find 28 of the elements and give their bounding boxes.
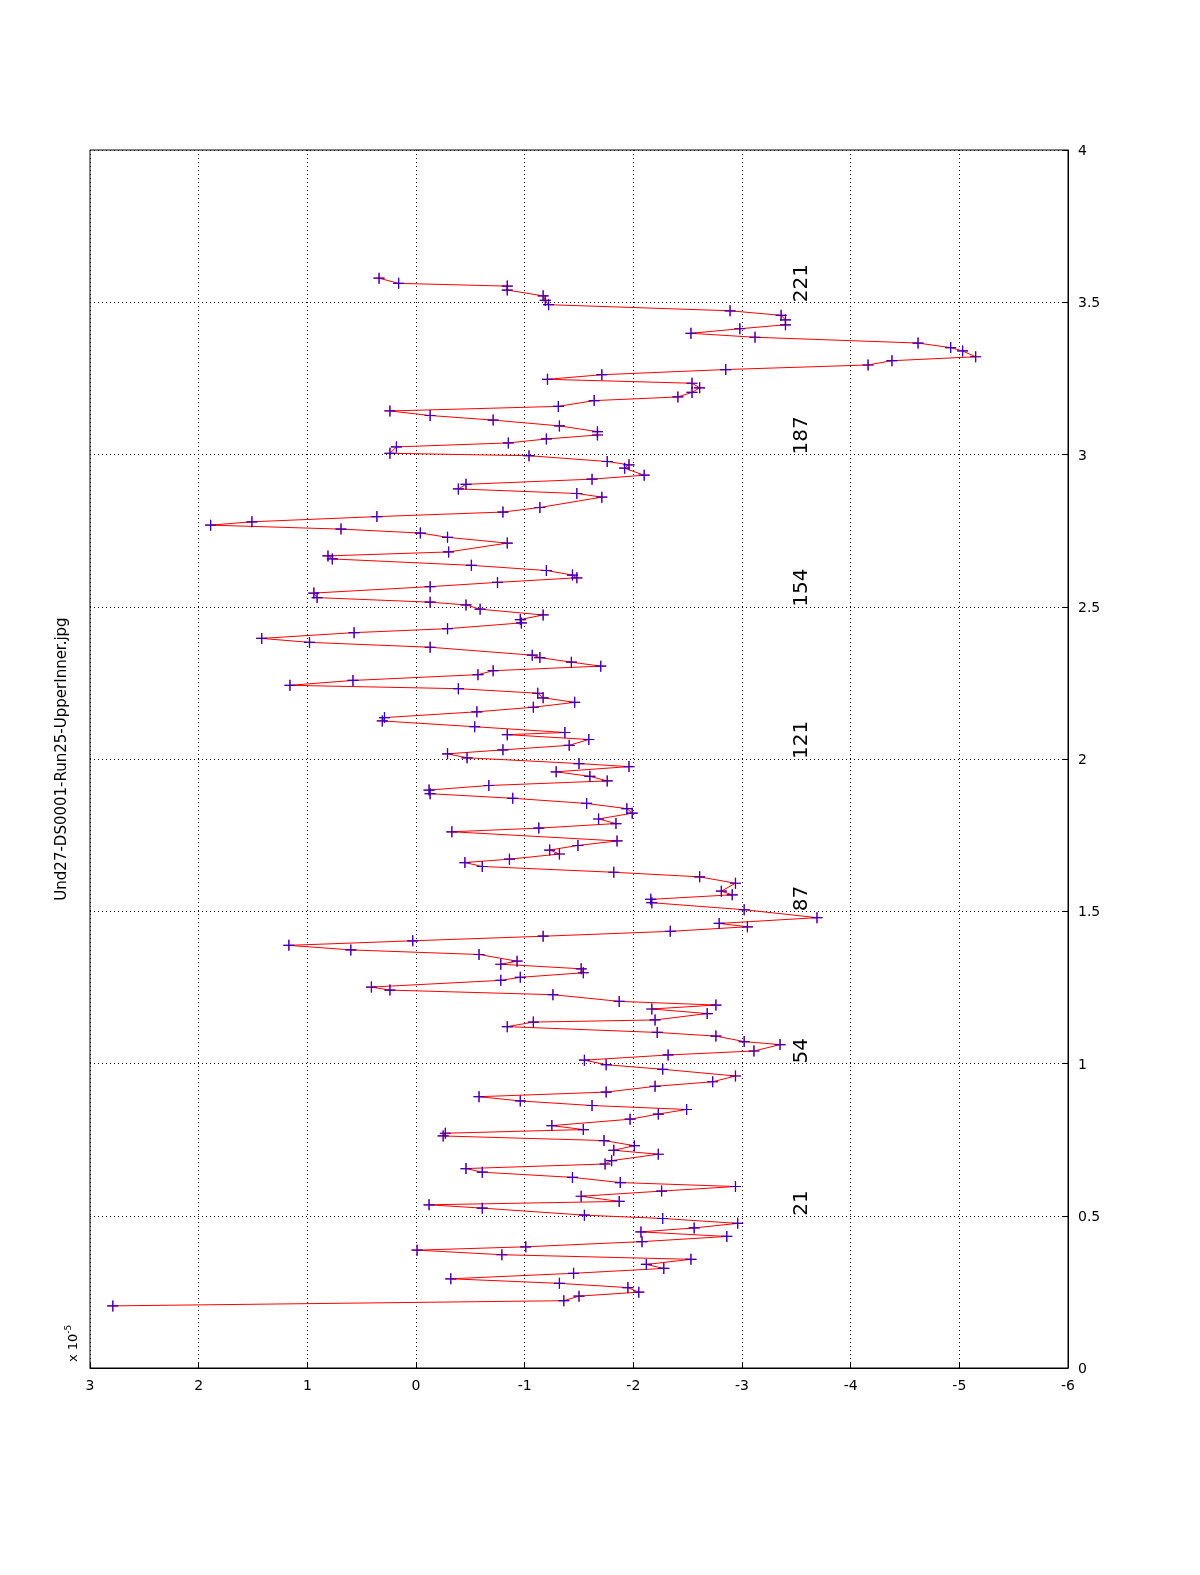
x-tick-label: -6 [1061, 1377, 1076, 1393]
x-tick-label: 0 [411, 1377, 421, 1393]
x-tick-label: -4 [843, 1377, 858, 1393]
annotation: 87 [788, 885, 812, 912]
y-tick-label: 0 [1078, 1360, 1087, 1376]
x-tick-label: 2 [194, 1377, 204, 1393]
x-tick-label: 3 [85, 1377, 95, 1393]
x-tick-label: 1 [302, 1377, 312, 1393]
x-tick-label: -1 [517, 1377, 532, 1393]
y-tick-label: 1.5 [1078, 903, 1101, 920]
annotation: 221 [788, 264, 812, 303]
annotation: 121 [788, 720, 812, 759]
y-tick-label: 2 [1078, 751, 1087, 767]
x-tick-label: -2 [626, 1377, 641, 1393]
y-tick-label: 1 [1078, 1055, 1087, 1072]
x-tick-label: -5 [952, 1377, 967, 1393]
y-tick-label: 2.5 [1078, 598, 1101, 615]
annotation: 21 [788, 1190, 812, 1216]
text: Und27-DS0001-Run25-UpperInner.jpg [51, 617, 70, 901]
y-tick-label: 0.5 [1078, 1207, 1101, 1224]
y-tick-label: 3.5 [1078, 294, 1101, 311]
x-tick-label: -3 [735, 1377, 749, 1393]
annotation: 54 [788, 1038, 812, 1064]
annotation: 187 [788, 416, 812, 455]
y-tick-label: 3 [1078, 446, 1087, 463]
text: x 10-5 [63, 1324, 80, 1362]
annotation: 154 [788, 568, 812, 607]
y-tick-label: 4 [1078, 142, 1087, 158]
